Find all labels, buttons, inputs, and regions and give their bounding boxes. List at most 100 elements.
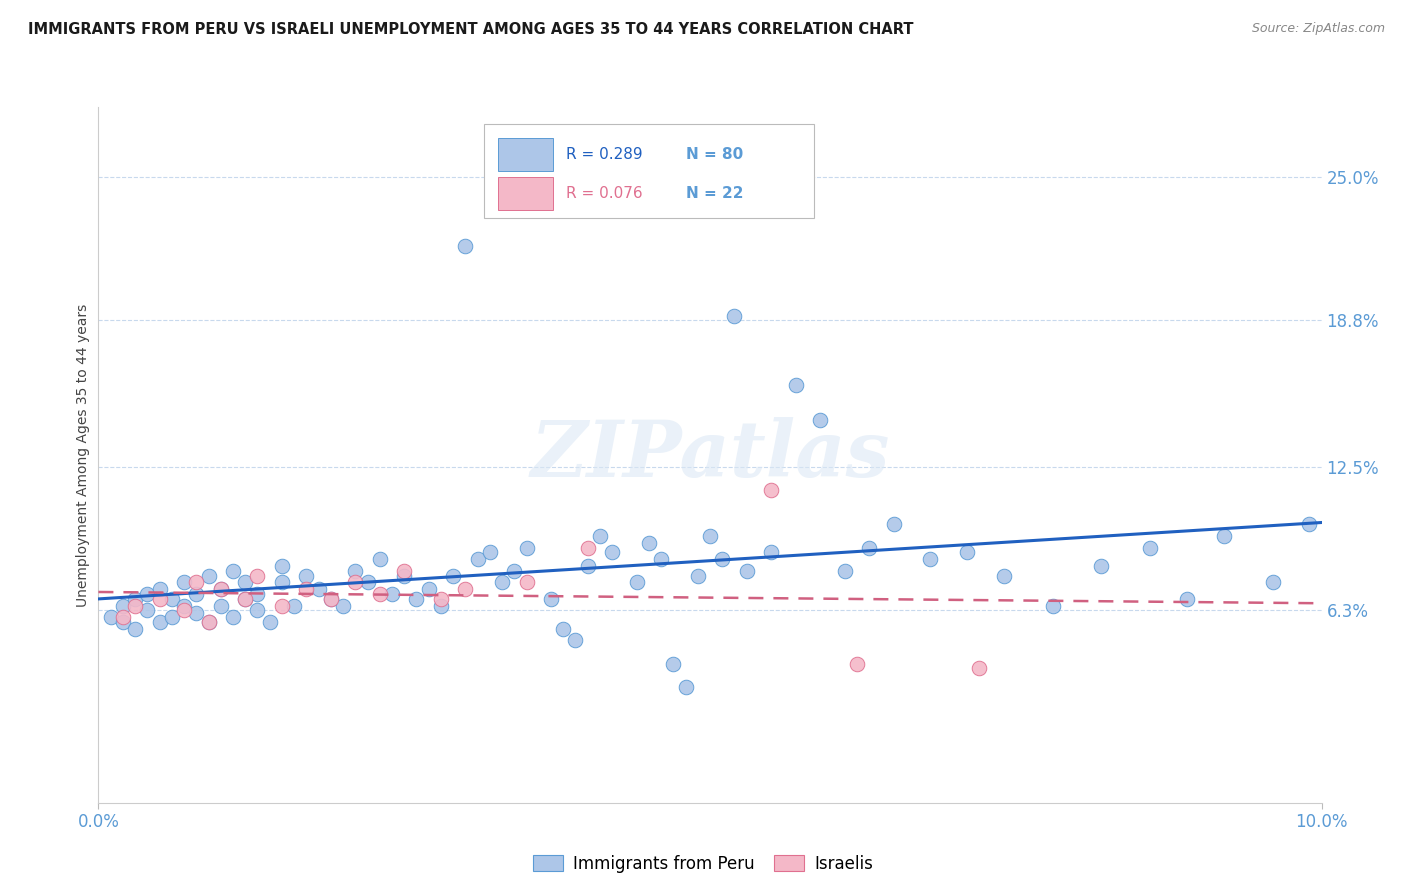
Point	[759, 483, 782, 497]
Point	[430, 591, 453, 606]
Point	[454, 582, 477, 597]
Point	[186, 575, 208, 590]
Point	[553, 622, 575, 636]
Point	[626, 575, 648, 590]
Text: Source: ZipAtlas.com: Source: ZipAtlas.com	[1251, 22, 1385, 36]
Text: IMMIGRANTS FROM PERU VS ISRAELI UNEMPLOYMENT AMONG AGES 35 TO 44 YEARS CORRELATI: IMMIGRANTS FROM PERU VS ISRAELI UNEMPLOY…	[28, 22, 914, 37]
Point	[344, 575, 367, 590]
Point	[209, 582, 232, 597]
Point	[319, 591, 342, 606]
Point	[1212, 529, 1234, 543]
Point	[540, 591, 562, 606]
Point	[1139, 541, 1161, 555]
Point	[222, 564, 245, 578]
Point	[160, 591, 183, 606]
Point	[222, 610, 245, 624]
Point	[368, 552, 391, 566]
Point	[381, 587, 404, 601]
Point	[246, 603, 269, 617]
Text: N = 80: N = 80	[686, 147, 742, 161]
Point	[270, 559, 292, 574]
Point	[883, 517, 905, 532]
Point	[735, 564, 758, 578]
Point	[1261, 575, 1284, 590]
Point	[209, 582, 232, 597]
Text: R = 0.289: R = 0.289	[565, 147, 643, 161]
Point	[503, 564, 526, 578]
Point	[723, 309, 745, 323]
Point	[808, 413, 831, 427]
Point	[295, 568, 318, 582]
Point	[124, 591, 146, 606]
Point	[344, 564, 367, 578]
Text: N = 22: N = 22	[686, 186, 742, 201]
Point	[246, 568, 269, 582]
Point	[160, 610, 183, 624]
Point	[136, 603, 159, 617]
Point	[283, 599, 305, 613]
Point	[233, 575, 256, 590]
Point	[967, 661, 990, 675]
Point	[186, 606, 208, 620]
Point	[1090, 559, 1112, 574]
Point	[356, 575, 378, 590]
Point	[270, 575, 292, 590]
Point	[233, 591, 256, 606]
Point	[675, 680, 697, 694]
Point	[430, 599, 453, 613]
Point	[662, 657, 685, 671]
FancyBboxPatch shape	[484, 124, 814, 219]
Point	[650, 552, 672, 566]
Point	[845, 657, 868, 671]
Point	[111, 615, 134, 629]
Point	[576, 541, 599, 555]
FancyBboxPatch shape	[498, 137, 554, 171]
Point	[111, 610, 134, 624]
Point	[392, 568, 416, 582]
Point	[124, 622, 146, 636]
Point	[209, 599, 232, 613]
Point	[100, 610, 122, 624]
Point	[491, 575, 513, 590]
Point	[332, 599, 354, 613]
Point	[785, 378, 807, 392]
Point	[467, 552, 489, 566]
Point	[197, 568, 219, 582]
Point	[368, 587, 391, 601]
Point	[993, 568, 1015, 582]
Point	[392, 564, 416, 578]
Point	[956, 545, 979, 559]
Point	[759, 545, 782, 559]
Point	[246, 587, 269, 601]
Point	[149, 615, 172, 629]
Point	[1298, 517, 1320, 532]
Point	[834, 564, 856, 578]
Point	[418, 582, 440, 597]
Point	[454, 239, 477, 253]
Point	[405, 591, 427, 606]
Point	[600, 545, 623, 559]
Point	[308, 582, 330, 597]
Legend: Immigrants from Peru, Israelis: Immigrants from Peru, Israelis	[526, 848, 880, 880]
Point	[173, 603, 195, 617]
Point	[233, 591, 256, 606]
Point	[576, 559, 599, 574]
Point	[589, 529, 612, 543]
Point	[197, 615, 219, 629]
Y-axis label: Unemployment Among Ages 35 to 44 years: Unemployment Among Ages 35 to 44 years	[76, 303, 90, 607]
Point	[920, 552, 942, 566]
Point	[858, 541, 880, 555]
Point	[711, 552, 734, 566]
FancyBboxPatch shape	[498, 177, 554, 210]
Point	[564, 633, 586, 648]
Point	[1175, 591, 1198, 606]
Point	[173, 575, 195, 590]
Point	[516, 541, 538, 555]
Point	[295, 582, 318, 597]
Point	[699, 529, 721, 543]
Point	[319, 591, 342, 606]
Point	[516, 575, 538, 590]
Point	[186, 587, 208, 601]
Point	[270, 599, 292, 613]
Point	[1042, 599, 1064, 613]
